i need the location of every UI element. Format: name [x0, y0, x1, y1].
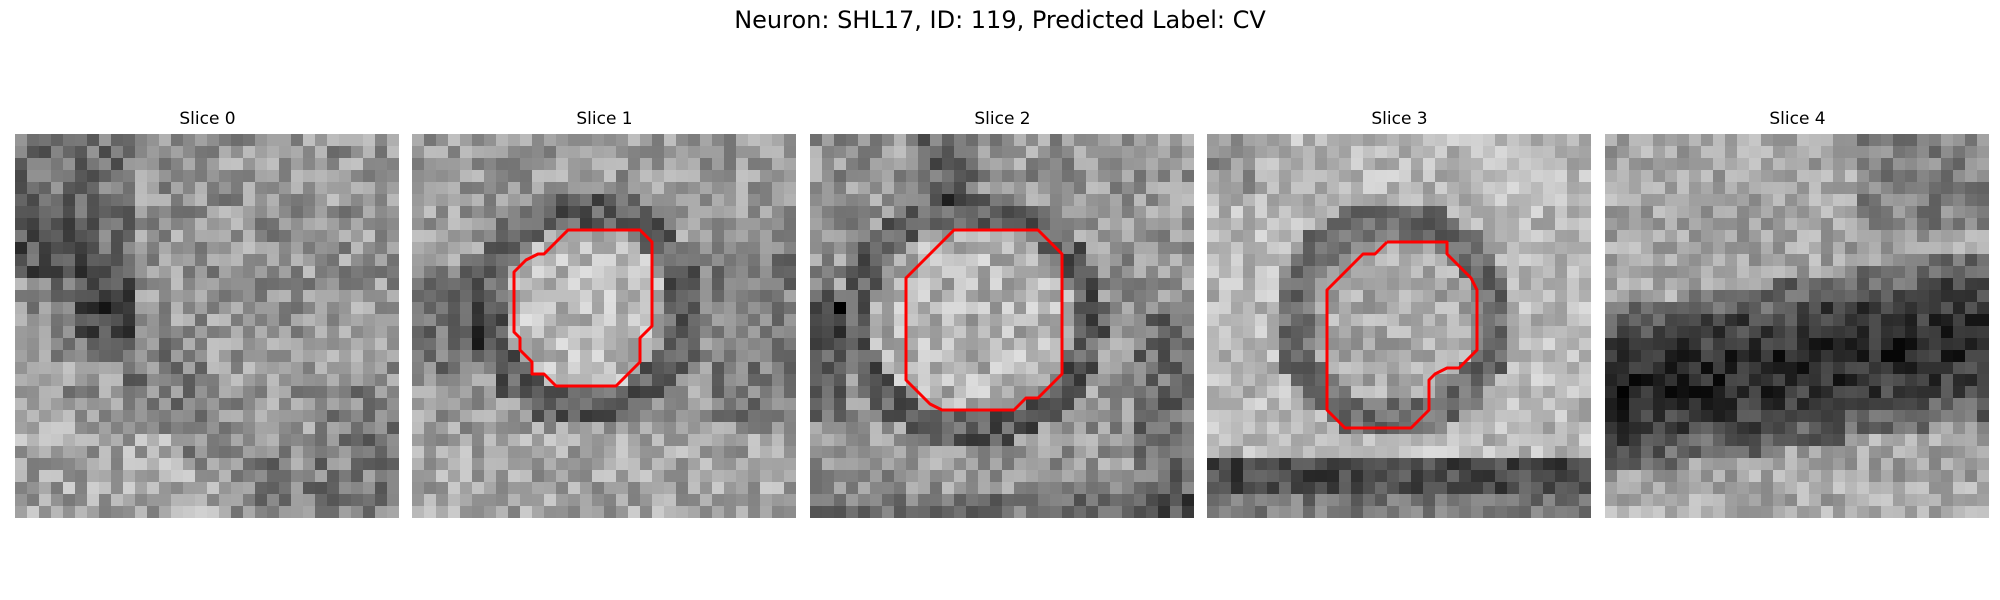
cell-contour — [512, 228, 654, 388]
slice-panel: Slice 0 — [15, 104, 400, 524]
slice-image — [15, 134, 399, 518]
cell-contour-overlay — [512, 228, 654, 388]
slice-title: Slice 4 — [1769, 109, 1826, 129]
cell-contour — [904, 228, 1064, 412]
slice-panel: Slice 1 — [412, 104, 797, 524]
slice-panel: Slice 3 — [1207, 104, 1592, 524]
slice-title: Slice 1 — [576, 109, 633, 129]
slice-image — [1207, 134, 1591, 518]
slice-title: Slice 2 — [974, 109, 1031, 129]
slice-image — [412, 134, 796, 518]
slice-image — [1605, 134, 1989, 518]
slice-title: Slice 0 — [179, 109, 236, 129]
slice-image — [810, 134, 1194, 518]
slice-panel: Slice 4 — [1605, 104, 1990, 524]
figure-title: Neuron: SHL17, ID: 119, Predicted Label:… — [734, 6, 1266, 34]
slice-title: Slice 3 — [1371, 109, 1428, 129]
slice-panel: Slice 2 — [810, 104, 1195, 524]
cell-contour-overlay — [904, 228, 1064, 412]
cell-contour — [1325, 240, 1479, 430]
cell-contour-overlay — [1325, 240, 1479, 430]
